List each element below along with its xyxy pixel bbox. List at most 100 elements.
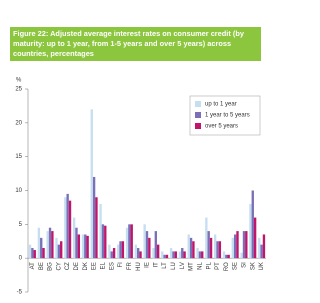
bar	[48, 227, 52, 259]
bar	[112, 248, 116, 259]
chart: % -5 0 5 10 15 20 25 AT BE BG CY CZ DE DK EE EL ES FI FR HU…	[15, 78, 266, 296]
bar	[117, 244, 120, 259]
bar	[152, 248, 155, 259]
bar	[172, 251, 175, 259]
x-tick-label: HU	[136, 262, 142, 271]
bar	[233, 234, 237, 259]
bar	[253, 217, 257, 259]
bar	[227, 254, 230, 259]
bar	[40, 237, 43, 259]
bar	[68, 200, 72, 259]
bar	[181, 248, 184, 259]
x-tick-label: BG	[48, 262, 54, 271]
bar	[119, 241, 122, 259]
bar	[55, 237, 58, 259]
bar	[110, 251, 113, 259]
x-tick-label: SK	[250, 262, 256, 270]
bar	[209, 237, 213, 259]
bar	[148, 237, 151, 259]
bar	[174, 251, 177, 259]
legend-swatch	[195, 123, 201, 129]
legend-label: up to 1 year	[205, 102, 237, 108]
bar	[216, 241, 219, 259]
x-tick-label: AT	[30, 262, 36, 270]
x-tick-label: IE	[145, 262, 151, 268]
x-tick-label: FI	[118, 262, 124, 268]
bar	[139, 251, 142, 259]
legend-swatch	[195, 101, 201, 107]
bar	[169, 248, 173, 259]
bar	[84, 234, 87, 259]
x-tick-label: CZ	[65, 262, 71, 270]
bar	[189, 237, 193, 259]
bar	[231, 237, 234, 259]
bar	[251, 190, 254, 259]
x-tick-label: ES	[109, 262, 115, 270]
bar	[95, 197, 98, 259]
bar	[121, 241, 125, 259]
chart-title: Figure 22: Adjusted average interest rat…	[10, 27, 261, 61]
bar	[207, 231, 210, 259]
y-tick-label: 5	[19, 222, 23, 228]
bar	[66, 193, 69, 259]
bar	[245, 231, 248, 259]
bar	[201, 251, 204, 259]
bar	[60, 241, 63, 259]
x-tick-label: LT	[162, 262, 168, 269]
bar	[192, 241, 195, 259]
legend-box	[189, 95, 261, 136]
legend-swatch	[195, 112, 201, 118]
bar	[242, 231, 246, 259]
x-tick-label: UK	[259, 262, 265, 270]
bar	[240, 252, 243, 259]
bar	[134, 244, 138, 259]
y-tick-label: 20	[15, 120, 22, 126]
bar	[205, 217, 208, 259]
bar	[31, 248, 34, 259]
x-tick-label: DE	[74, 262, 80, 270]
x-tick-label: PL	[206, 262, 212, 270]
bar	[178, 251, 182, 259]
bar	[128, 224, 131, 259]
bar	[37, 227, 41, 259]
bar	[222, 251, 226, 259]
x-tick-label: EE	[92, 262, 98, 270]
bar	[130, 224, 133, 259]
x-tick-label: SE	[233, 262, 239, 270]
bar	[163, 254, 166, 259]
bar	[101, 224, 105, 259]
bar	[258, 237, 261, 259]
bar	[108, 244, 111, 259]
bar	[262, 234, 266, 259]
bar	[42, 248, 45, 259]
x-tick-label: NL	[197, 262, 203, 270]
bar	[92, 176, 96, 259]
x-tick-label: SI	[242, 262, 248, 268]
bar	[249, 204, 252, 259]
x-tick-label: PT	[215, 262, 221, 270]
bar	[33, 250, 36, 259]
bar	[75, 227, 78, 259]
bar	[104, 225, 107, 259]
bar	[225, 254, 228, 259]
x-tick-label: DK	[83, 262, 89, 270]
x-tick-label: BE	[39, 262, 45, 270]
bar	[99, 204, 102, 259]
bar	[161, 251, 164, 259]
bar	[196, 248, 199, 259]
bar	[143, 224, 146, 259]
bar	[183, 251, 186, 259]
bar	[46, 231, 49, 259]
bar	[236, 231, 239, 259]
bar	[64, 197, 67, 259]
x-tick-label: RO	[224, 262, 230, 271]
bar	[51, 231, 54, 259]
bar	[154, 231, 157, 259]
legend-label: over 5 years	[205, 124, 238, 130]
x-tick-label: MT	[189, 262, 195, 271]
x-tick-label: LU	[171, 262, 177, 270]
bar	[156, 244, 160, 259]
bar	[187, 234, 190, 259]
bar	[57, 244, 61, 259]
y-tick-label: 0	[19, 256, 23, 262]
